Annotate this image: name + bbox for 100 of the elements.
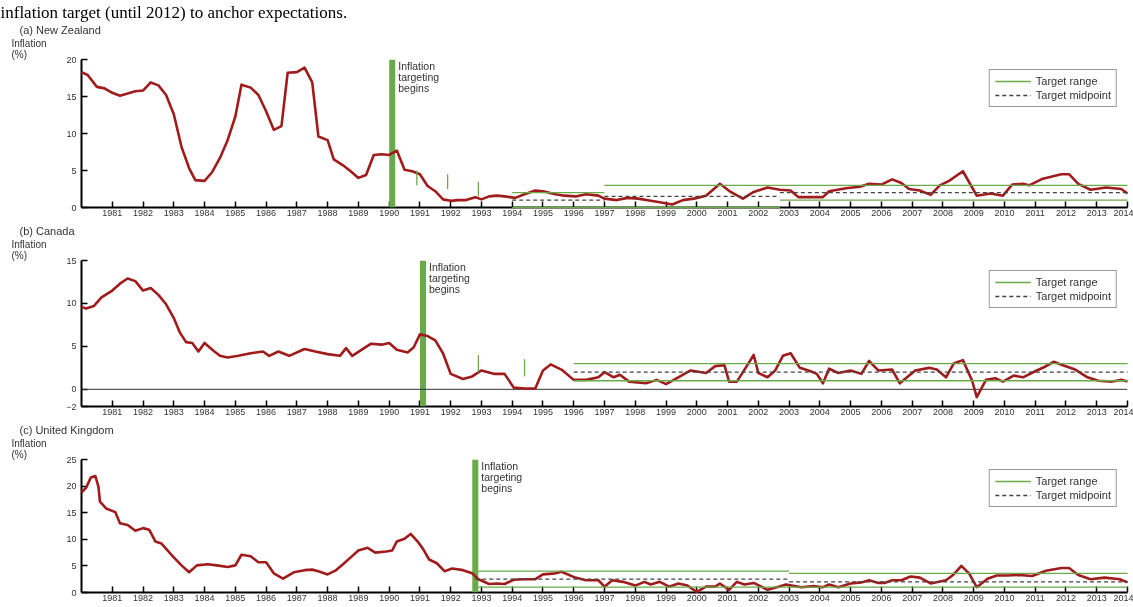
y-tick-label: 0 (71, 587, 77, 598)
x-tick-label: 2013 (1086, 592, 1107, 603)
x-tick-label: 1981 (102, 592, 123, 603)
x-tick-label: 1985 (225, 592, 246, 603)
x-tick-label: 2009 (963, 406, 984, 417)
chart-title: (b) Canada (19, 224, 76, 237)
x-tick-label: 1981 (102, 406, 123, 417)
x-tick-label: 2007 (902, 207, 923, 218)
x-tick-label: 1989 (348, 207, 369, 218)
x-tick-label: 1990 (379, 406, 400, 417)
x-tick-label: 2007 (902, 406, 923, 417)
x-tick-label: 2007 (902, 592, 923, 603)
x-tick-label: 1995 (532, 207, 553, 218)
x-tick-label: 2014 (1113, 406, 1133, 417)
x-tick-label: 2004 (809, 207, 830, 218)
x-tick-label: 2001 (717, 406, 738, 417)
x-tick-label: 2006 (871, 207, 892, 218)
x-tick-label: 1982 (133, 406, 154, 417)
x-tick-label: 1993 (471, 406, 492, 417)
x-tick-label: 2003 (779, 207, 800, 218)
chart-title: (c) United Kingdom (19, 423, 114, 436)
x-tick-label: 1988 (317, 207, 338, 218)
x-tick-label: 2012 (1055, 592, 1076, 603)
x-tick-label: 1991 (409, 592, 430, 603)
x-tick-label: 1993 (471, 207, 492, 218)
x-tick-label: 1997 (594, 207, 615, 218)
x-tick-label: 2000 (686, 207, 707, 218)
x-tick-label: 1988 (317, 406, 338, 417)
y-tick-label: 25 (66, 454, 77, 465)
legend-label: Target range (1035, 276, 1098, 288)
x-tick-label: 2014 (1113, 592, 1133, 603)
legend-label: Target midpoint (1035, 489, 1111, 501)
x-tick-label: 1997 (594, 406, 615, 417)
legend-label: Target range (1035, 475, 1098, 487)
x-tick-label: 2009 (963, 207, 984, 218)
x-tick-label: 1995 (532, 406, 553, 417)
x-tick-label: 2006 (871, 592, 892, 603)
x-tick-label: 2014 (1113, 207, 1133, 218)
x-tick-label: 1984 (194, 207, 215, 218)
x-tick-label: 1981 (102, 207, 123, 218)
x-tick-label: 2012 (1055, 406, 1076, 417)
x-tick-label: 1989 (348, 406, 369, 417)
x-tick-label: 2012 (1055, 207, 1076, 218)
x-tick-label: 2005 (840, 406, 861, 417)
x-tick-label: 1987 (286, 592, 307, 603)
x-tick-label: 2000 (686, 406, 707, 417)
x-tick-label: 1986 (256, 207, 277, 218)
y-axis-title: Inflation (%) (11, 37, 47, 60)
y-tick-label: 0 (71, 202, 77, 213)
x-tick-label: 1998 (625, 406, 646, 417)
x-tick-label: 2005 (840, 592, 861, 603)
x-tick-label: 1984 (194, 592, 215, 603)
x-tick-label: 1992 (440, 207, 461, 218)
x-tick-label: 1991 (409, 406, 430, 417)
x-tick-label: 1990 (379, 207, 400, 218)
ref-line-label: Inflation targeting begins (398, 59, 440, 94)
x-tick-label: 1999 (656, 592, 677, 603)
x-tick-label: 1994 (502, 406, 523, 417)
x-tick-label: 1996 (563, 207, 584, 218)
x-tick-label: 2004 (809, 592, 830, 603)
x-tick-label: 1999 (656, 406, 677, 417)
y-tick-label: 5 (71, 165, 77, 176)
x-tick-label: 2011 (1025, 406, 1045, 417)
y-tick-label: 10 (66, 534, 77, 545)
y-tick-label: 20 (66, 54, 77, 65)
x-tick-label: 2002 (748, 592, 769, 603)
x-tick-label: 1983 (163, 592, 184, 603)
x-tick-label: 1993 (471, 592, 492, 603)
x-tick-label: 1998 (625, 207, 646, 218)
y-tick-label: 15 (66, 507, 77, 518)
x-tick-label: 1986 (256, 592, 277, 603)
x-tick-label: 2013 (1086, 207, 1107, 218)
chart-title: (a) New Zealand (19, 23, 101, 36)
x-tick-label: 1991 (409, 207, 430, 218)
x-tick-label: 2010 (994, 406, 1015, 417)
x-tick-label: 2010 (994, 592, 1015, 603)
x-tick-label: 1990 (379, 592, 400, 603)
legend-label: Target midpoint (1035, 290, 1111, 302)
x-tick-label: 2005 (840, 207, 861, 218)
x-tick-label: 2002 (748, 207, 769, 218)
y-tick-label: 10 (66, 128, 77, 139)
ref-line-label: Inflation targeting begins (481, 459, 523, 494)
x-tick-label: 1994 (502, 207, 523, 218)
x-tick-label: 1997 (594, 592, 615, 603)
x-tick-label: 2006 (871, 406, 892, 417)
x-tick-label: 1988 (317, 592, 338, 603)
x-tick-label: 2008 (932, 207, 953, 218)
text: inflation target (until 2012) to anchor expectations. (0, 2, 348, 22)
x-tick-label: 2011 (1025, 207, 1045, 218)
y-tick-label: 0 (71, 384, 77, 395)
x-tick-label: 1986 (256, 406, 277, 417)
x-tick-label: 1983 (163, 207, 184, 218)
x-tick-label: 1994 (502, 592, 523, 603)
x-tick-label: 2013 (1086, 406, 1107, 417)
y-tick-label: 5 (71, 560, 77, 571)
x-tick-label: 2000 (686, 592, 707, 603)
x-tick-label: 2008 (932, 406, 953, 417)
x-tick-label: 1995 (532, 592, 553, 603)
x-tick-label: 1989 (348, 592, 369, 603)
x-tick-label: 2003 (779, 406, 800, 417)
